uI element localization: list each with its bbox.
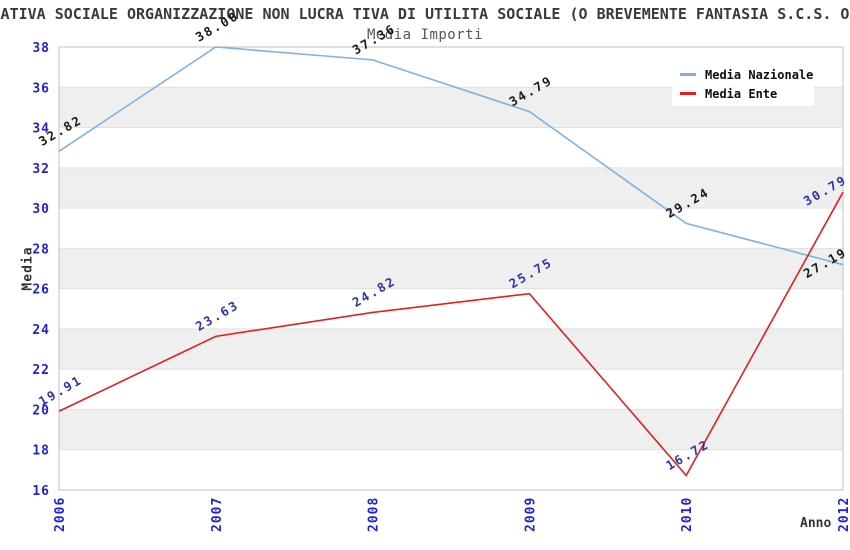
y-tick-label: 26 bbox=[32, 283, 50, 298]
y-tick-label: 30 bbox=[32, 202, 50, 217]
plot-band bbox=[59, 248, 843, 289]
y-tick-label: 28 bbox=[32, 242, 50, 257]
point-value-label: 38.00 bbox=[193, 8, 242, 45]
y-tick-label: 18 bbox=[32, 444, 50, 459]
point-value-label: 37.36 bbox=[350, 21, 399, 58]
legend-item-media-ente: Media Ente bbox=[680, 84, 814, 103]
legend-swatch-media-nazionale bbox=[680, 73, 696, 76]
x-tick-label: 2008 bbox=[367, 497, 382, 532]
y-tick-label: 32 bbox=[32, 162, 50, 177]
y-tick-label: 38 bbox=[32, 41, 50, 56]
y-tick-label: 16 bbox=[32, 484, 50, 499]
series-line-media-nazionale bbox=[58, 46, 844, 266]
plot-border bbox=[58, 46, 844, 491]
legend-label-media-ente: Media Ente bbox=[705, 86, 778, 101]
y-tick-label: 22 bbox=[32, 363, 50, 378]
x-tick-label: 2010 bbox=[680, 497, 695, 532]
y-tick-label: 20 bbox=[32, 403, 50, 418]
page-title: RATIVA SOCIALE ORGANIZZAZIONE NON LUCRA … bbox=[0, 5, 850, 23]
legend-swatch-media-ente bbox=[680, 92, 696, 95]
plot-band bbox=[59, 328, 843, 370]
x-tick-label: 2006 bbox=[53, 497, 68, 532]
legend: Media Nazionale Media Ente bbox=[672, 60, 814, 106]
x-tick-label: 2009 bbox=[523, 497, 538, 532]
y-tick-label: 36 bbox=[32, 81, 50, 96]
legend-item-media-nazionale: Media Nazionale bbox=[680, 65, 814, 84]
series-line-media-ente bbox=[58, 191, 844, 477]
x-tick-label: 2012 bbox=[837, 497, 850, 532]
chart-title: Media Importi bbox=[366, 27, 484, 43]
plot-band bbox=[59, 167, 843, 209]
y-tick-label: 24 bbox=[32, 323, 50, 338]
plot-band bbox=[59, 409, 843, 450]
legend-label-media-nazionale: Media Nazionale bbox=[705, 67, 814, 82]
y-axis-title: Media bbox=[20, 246, 36, 291]
y-tick-label: 34 bbox=[32, 122, 50, 137]
x-tick-label: 2007 bbox=[210, 497, 225, 532]
x-axis-title: Anno bbox=[800, 516, 832, 531]
